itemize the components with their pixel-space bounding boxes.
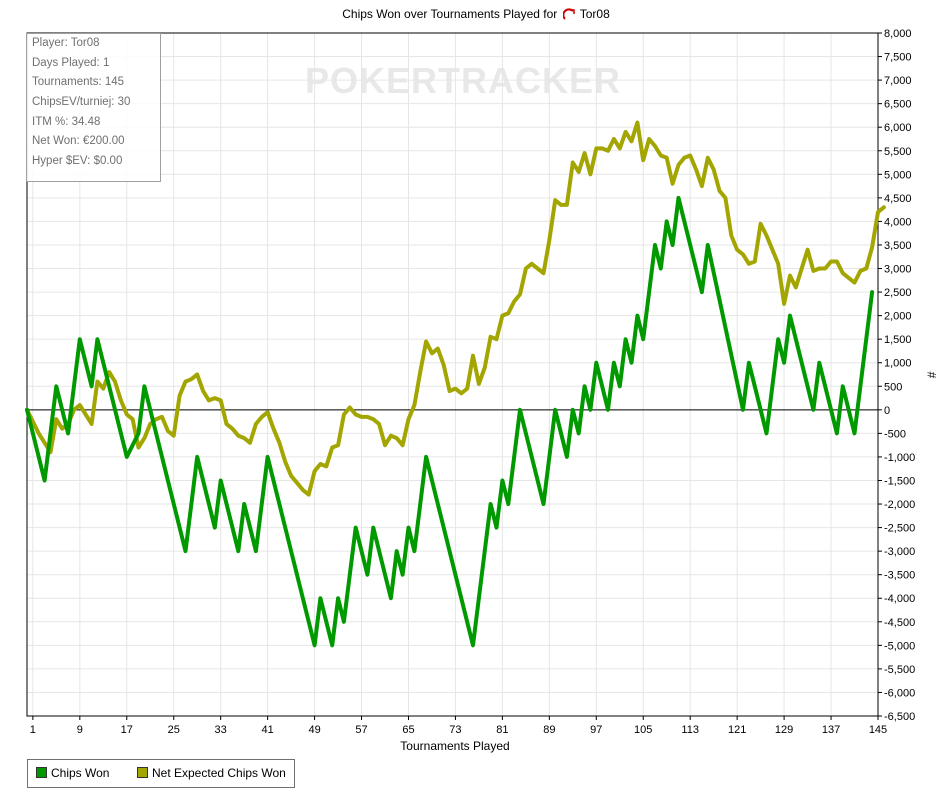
x-tick-label: 121 bbox=[728, 724, 746, 736]
info-tournaments: Tournaments: 145 bbox=[32, 76, 125, 89]
x-tick-label: 65 bbox=[402, 724, 414, 736]
x-tick-label: 1 bbox=[30, 724, 36, 736]
x-tick-label: 105 bbox=[634, 724, 652, 736]
y-tick-label: 500 bbox=[884, 381, 902, 393]
info-net-won: Net Won: €200.00 bbox=[32, 135, 125, 148]
info-hyper-sev: Hyper $EV: $0.00 bbox=[32, 155, 123, 168]
info-days-played: Days Played: 1 bbox=[32, 56, 110, 69]
series-layer bbox=[25, 120, 886, 648]
info-player: Player: Tor08 bbox=[32, 37, 100, 49]
y-tick-label: 5,500 bbox=[884, 146, 912, 158]
x-tick-label: 25 bbox=[168, 724, 180, 736]
y-tick-label: 4,000 bbox=[884, 216, 912, 228]
y-tick-label: -6,500 bbox=[884, 711, 915, 723]
y-tick-label: 1,000 bbox=[884, 358, 912, 370]
y-tick-label: 7,000 bbox=[884, 75, 912, 87]
title-player: Tor08 bbox=[579, 7, 610, 21]
x-tick-label: 145 bbox=[869, 724, 887, 736]
player-info-box: Player: Tor08 Days Played: 1 Tournaments… bbox=[26, 33, 161, 182]
plot-frame bbox=[26, 32, 879, 717]
x-tick-label: 49 bbox=[308, 724, 320, 736]
x-tick-label: 73 bbox=[449, 724, 461, 736]
y-tick-label: -4,500 bbox=[884, 617, 915, 629]
legend-label-chips-won: Chips Won bbox=[51, 766, 110, 780]
y-tick-label: 7,500 bbox=[884, 52, 912, 64]
x-tick-label: 17 bbox=[121, 724, 133, 736]
y-tick-label: 1,500 bbox=[884, 334, 912, 346]
y-tick-label: -3,000 bbox=[884, 546, 915, 558]
legend-swatch-net-expected bbox=[137, 767, 148, 778]
legend-item-net-expected: Net Expected Chips Won bbox=[137, 766, 286, 780]
y-tick-label: -4,000 bbox=[884, 593, 915, 605]
x-tick-label: 113 bbox=[681, 724, 699, 736]
info-chipsev: ChipsEV/turniej: 30 bbox=[32, 96, 131, 109]
y-tick-label: 3,000 bbox=[884, 264, 912, 276]
y-tick-label: -2,000 bbox=[884, 499, 915, 511]
y-tick-label: -2,500 bbox=[884, 523, 915, 535]
x-tick-label: 9 bbox=[77, 724, 83, 736]
y-tick-label: 2,000 bbox=[884, 311, 912, 323]
x-axis-label: Tournaments Played bbox=[400, 739, 510, 753]
y-tick-label: -1,000 bbox=[884, 452, 915, 464]
y-axis-label: # bbox=[924, 371, 939, 379]
y-tick-label: 5,000 bbox=[884, 169, 912, 181]
y-tick-label: -6,000 bbox=[884, 687, 915, 699]
y-axis-ticks: 8,000 7,500 7,000 6,500 6,000 5,500 5,000 4,500… bbox=[878, 28, 915, 723]
x-tick-label: 57 bbox=[355, 724, 367, 736]
y-tick-label: -1,500 bbox=[884, 475, 915, 487]
x-tick-label: 129 bbox=[775, 724, 793, 736]
x-tick-label: 97 bbox=[590, 724, 602, 736]
y-tick-label: 4,500 bbox=[884, 193, 912, 205]
legend-item-chips-won: Chips Won bbox=[36, 766, 109, 780]
x-tick-label: 89 bbox=[543, 724, 555, 736]
y-tick-label: -3,500 bbox=[884, 570, 915, 582]
y-tick-label: 0 bbox=[884, 405, 890, 417]
y-tick-label: 6,500 bbox=[884, 99, 912, 111]
chart-title: Chips Won over Tournaments Played for To… bbox=[0, 7, 952, 21]
info-itm: ITM %: 34.48 bbox=[32, 115, 101, 128]
series-line-chips-won bbox=[25, 195, 875, 648]
title-text: Chips Won over Tournaments Played for bbox=[342, 7, 558, 21]
y-tick-label: 6,000 bbox=[884, 122, 912, 134]
x-axis-ticks: 1 9 17 25 33 41 49 57 65 73 81 89 97 105 113 121 129 137 1… bbox=[30, 716, 887, 736]
x-tick-label: 137 bbox=[822, 724, 840, 736]
series-line-net-expected-chips-won bbox=[25, 120, 886, 497]
y-tick-label: 3,500 bbox=[884, 240, 912, 252]
y-tick-label: -500 bbox=[884, 428, 906, 440]
pokertracker-logo-icon bbox=[562, 8, 575, 20]
x-tick-label: 41 bbox=[262, 724, 274, 736]
y-tick-label: -5,500 bbox=[884, 664, 915, 676]
legend: Chips Won Net Expected Chips Won bbox=[27, 759, 295, 788]
x-tick-label: 33 bbox=[215, 724, 227, 736]
y-tick-label: 2,500 bbox=[884, 287, 912, 299]
x-tick-label: 81 bbox=[496, 724, 508, 736]
legend-label-net-expected: Net Expected Chips Won bbox=[152, 766, 286, 780]
y-tick-label: -5,000 bbox=[884, 640, 915, 652]
y-tick-label: 8,000 bbox=[884, 28, 912, 40]
legend-swatch-chips-won bbox=[36, 767, 47, 778]
